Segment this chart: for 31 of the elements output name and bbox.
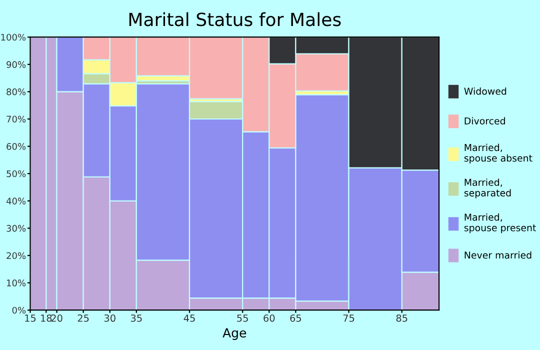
y-tick-label: 30% — [6, 224, 26, 232]
x-tick-label: 18 — [41, 314, 52, 322]
x-tick-label: 25 — [78, 314, 89, 322]
y-tick-label: 50% — [6, 170, 26, 178]
y-tick-label: 80% — [6, 88, 26, 96]
y-tick-label: 40% — [6, 198, 26, 204]
y-tick-label: 20% — [6, 252, 26, 260]
x-tick-label: 75 — [343, 314, 354, 322]
y-tick-label: 90% — [6, 61, 26, 68]
x-tick-label: 15 — [25, 314, 36, 322]
legend-label: Married, separated — [464, 178, 511, 198]
x-tick-label: 35 — [130, 314, 142, 322]
x-tick-label: 55 — [237, 314, 248, 322]
x-tick-label: 30 — [104, 314, 116, 322]
y-tick-label: 60% — [6, 143, 26, 150]
x-axis-title: Age — [222, 328, 246, 340]
x-tick-label: 85 — [396, 314, 408, 322]
x-tick-label: 60 — [264, 314, 275, 322]
legend-label: Married, spouse present — [464, 213, 536, 234]
x-tick-label: 20 — [51, 314, 62, 322]
chart-title: Marital Status for Males — [129, 12, 341, 26]
y-tick-label: 70% — [6, 116, 26, 123]
y-tick-label: 100% — [1, 34, 26, 41]
legend-label: Married, spouse absent — [464, 144, 532, 164]
legend-label: Never married — [464, 251, 532, 259]
legend-label: Widowed — [464, 87, 506, 95]
x-tick-label: 45 — [184, 314, 195, 322]
legend-label: Divorced — [464, 117, 505, 124]
y-tick-label: 10% — [7, 280, 26, 286]
x-tick-label: 65 — [290, 314, 302, 322]
y-tick-label: 0% — [12, 306, 26, 314]
